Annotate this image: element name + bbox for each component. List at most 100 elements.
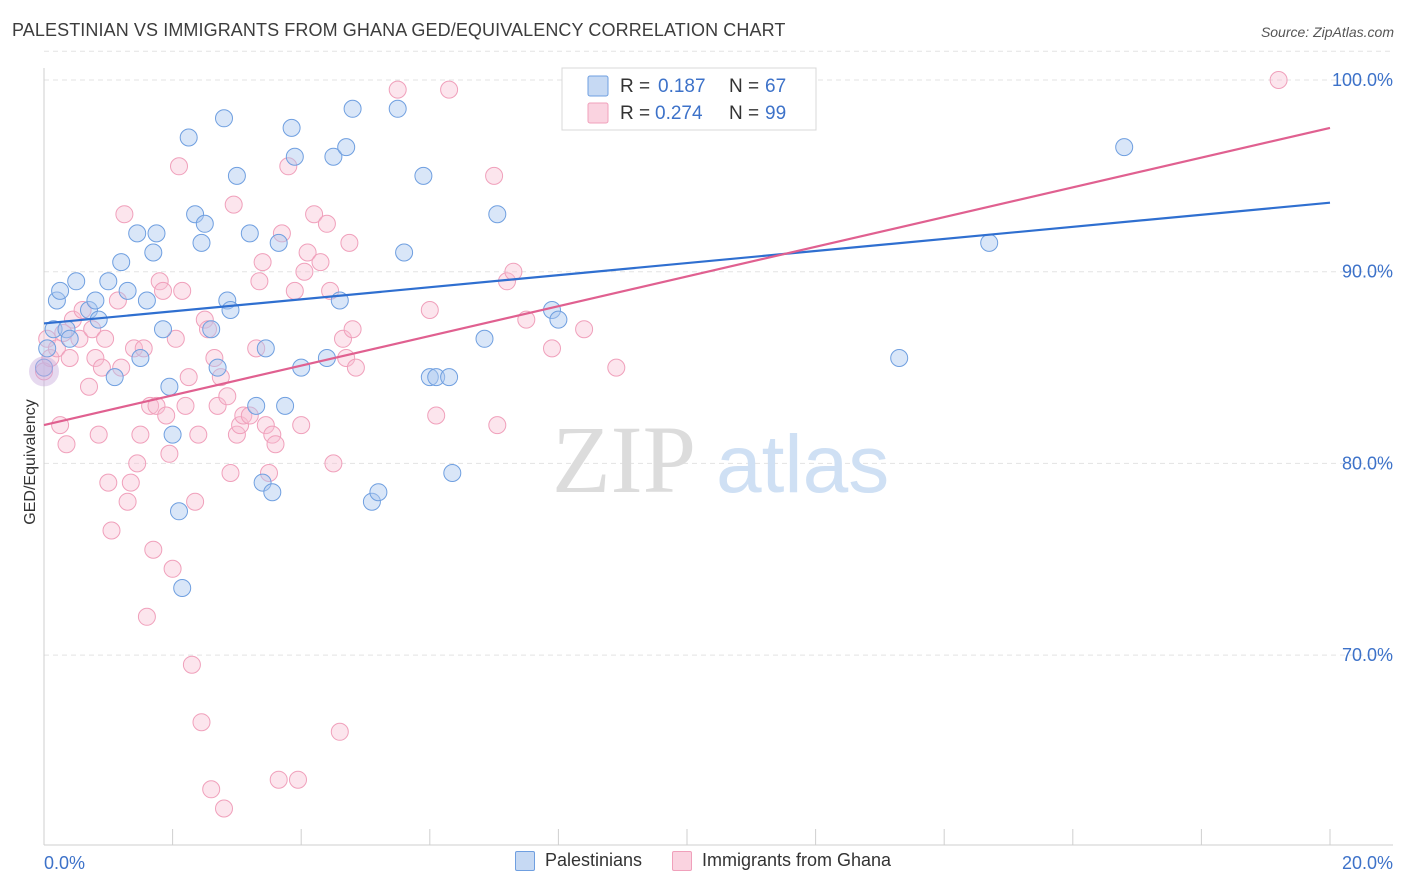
point-ghana <box>179 368 198 387</box>
y-tick-label: 90.0% <box>1342 262 1393 282</box>
point-ghana <box>266 435 285 454</box>
chart-title: PALESTINIAN VS IMMIGRANTS FROM GHANA GED… <box>12 20 786 40</box>
legend-r-value: 0.187 <box>658 76 706 97</box>
point-ghana <box>112 358 131 377</box>
point-ghana <box>260 464 278 482</box>
y-tick-label: 70.0% <box>1342 645 1393 665</box>
legend-swatch-palestinians <box>514 850 535 871</box>
point-palestinians <box>202 320 221 339</box>
point-palestinians <box>420 368 439 387</box>
point-palestinians <box>282 118 301 137</box>
source-label: Source: ZipAtlas.com <box>1260 24 1394 40</box>
legend-box: R = 0.187 N = 67 R = 0.274 N = 99 <box>561 67 817 131</box>
point-ghana <box>1269 71 1288 89</box>
bottom-legend: Palestinians Immigrants from Ghana <box>0 850 1406 871</box>
point-palestinians <box>173 579 192 597</box>
legend-swatch-palestinians <box>587 75 609 97</box>
point-ghana <box>575 320 594 339</box>
legend-label-ghana: Immigrants from Ghana <box>702 850 892 870</box>
point-ghana <box>221 464 240 482</box>
point-ghana <box>57 435 76 454</box>
point-ghana <box>125 339 143 358</box>
point-ghana <box>279 157 298 176</box>
point-ghana <box>131 425 150 444</box>
point-ghana <box>89 425 108 444</box>
legend-n-label: N = <box>729 76 759 97</box>
axis-tick-labels: 70.0% 80.0% 90.0% 100.0% 0.0% 20.0% <box>44 70 1393 873</box>
point-ghana <box>420 301 439 319</box>
trend-lines <box>43 126 1331 427</box>
y-tick-label: 100.0% <box>1332 70 1393 90</box>
legend-r-value: 0.274 <box>655 103 703 124</box>
legend-r-label: R = <box>620 103 650 124</box>
legend-r-label: R = <box>620 76 650 97</box>
point-palestinians <box>144 243 163 262</box>
point-ghana <box>163 559 182 578</box>
point-ghana <box>215 799 233 818</box>
point-ghana <box>170 157 188 176</box>
point-ghana <box>38 329 57 348</box>
point-ghana <box>128 454 147 473</box>
point-ghana <box>144 540 163 559</box>
point-ghana <box>208 396 227 415</box>
point-ghana <box>137 607 156 626</box>
point-ghana <box>488 416 507 435</box>
point-palestinians <box>414 166 433 185</box>
legend-label-palestinians: Palestinians <box>544 850 642 870</box>
point-ghana <box>80 377 98 396</box>
point-palestinians <box>128 224 147 243</box>
point-palestinians <box>263 483 282 502</box>
point-ghana <box>115 205 134 224</box>
point-palestinians <box>118 281 137 300</box>
point-palestinians <box>163 425 182 444</box>
x-tick-label: 20.0% <box>1342 853 1393 873</box>
point-ghana <box>182 655 201 674</box>
point-ghana <box>147 396 166 415</box>
trend-line-ghana <box>43 126 1331 427</box>
point-palestinians <box>86 291 105 310</box>
point-ghana <box>253 253 272 272</box>
point-palestinians <box>440 368 459 387</box>
point-palestinians <box>147 224 166 243</box>
legend-item-ghana: Immigrants from Ghana <box>672 850 891 871</box>
point-ghana <box>121 473 140 492</box>
point-ghana <box>70 329 89 348</box>
point-palestinians <box>247 396 266 415</box>
point-ghana <box>334 329 352 348</box>
point-ghana <box>211 368 230 387</box>
point-palestinians <box>186 205 205 224</box>
point-ghana <box>289 770 307 789</box>
y-tick-label: 80.0% <box>1342 453 1393 473</box>
point-palestinians <box>427 368 446 387</box>
point-ghana <box>227 425 246 444</box>
point-palestinians <box>324 147 343 166</box>
watermark-zip: ZIP <box>552 406 696 513</box>
axes <box>43 68 1393 846</box>
point-palestinians <box>369 483 388 502</box>
point-palestinians <box>195 214 214 233</box>
series-points <box>29 71 1288 818</box>
point-ghana <box>102 521 121 540</box>
point-ghana <box>218 387 237 406</box>
point-ghana <box>256 416 275 435</box>
point-ghana <box>160 444 179 463</box>
legend-n-value: 99 <box>765 103 786 124</box>
point-palestinians <box>395 243 414 262</box>
point-ghana <box>47 339 66 358</box>
point-palestinians <box>443 464 462 482</box>
legend-n-value: 67 <box>765 76 786 97</box>
watermark-atlas: atlas <box>716 419 889 510</box>
point-ghana <box>485 166 504 185</box>
point-palestinians <box>137 291 156 310</box>
point-palestinians <box>67 272 86 291</box>
point-palestinians <box>269 233 288 252</box>
point-ghana <box>108 291 127 310</box>
point-palestinians <box>192 233 211 252</box>
point-ghana <box>41 349 60 367</box>
point-ghana <box>311 253 330 272</box>
point-palestinians <box>890 349 909 367</box>
point-palestinians <box>208 358 227 377</box>
point-ghana <box>166 329 185 348</box>
point-ghana <box>317 214 336 233</box>
